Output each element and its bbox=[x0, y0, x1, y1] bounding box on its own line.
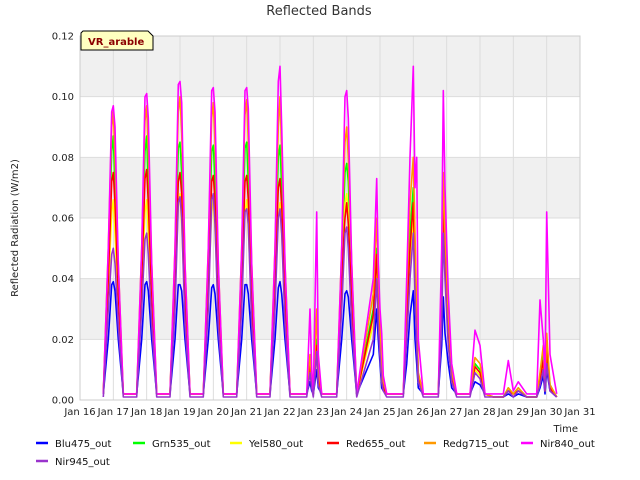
x-tick-label: Jan 17 bbox=[97, 407, 129, 418]
y-tick-label: 0.10 bbox=[52, 92, 74, 103]
x-tick-label: Jan 20 bbox=[197, 407, 229, 418]
legend-item: Grn535_out bbox=[133, 439, 211, 450]
badge-label: VR_arable bbox=[88, 37, 144, 48]
y-tick-label: 0.02 bbox=[52, 335, 74, 346]
plot-band bbox=[80, 278, 580, 340]
x-tick-label: Jan 16 bbox=[63, 407, 95, 418]
x-tick-label: Jan 22 bbox=[263, 407, 295, 418]
legend-label: Blu475_out bbox=[55, 439, 112, 450]
legend-label: Yel580_out bbox=[248, 439, 303, 450]
badge: VR_arable bbox=[80, 30, 154, 51]
x-tick-label: Jan 18 bbox=[130, 407, 162, 418]
y-tick-label: 0.08 bbox=[52, 153, 74, 164]
y-axis-label: Reflected Radiation (W/m2) bbox=[10, 159, 21, 297]
x-tick-label: Jan 19 bbox=[163, 407, 195, 418]
series-lines bbox=[102, 65, 558, 398]
x-tick-label: Jan 27 bbox=[430, 407, 462, 418]
legend-item: Nir945_out bbox=[36, 457, 110, 468]
chart-title: Reflected Bands bbox=[266, 4, 372, 19]
plot-band bbox=[80, 36, 580, 97]
x-tick-label: Jan 23 bbox=[297, 407, 329, 418]
x-tick-label: Jan 21 bbox=[230, 407, 262, 418]
x-tick-label: Jan 24 bbox=[330, 407, 362, 418]
y-tick-label: 0.12 bbox=[52, 32, 74, 43]
x-tick-label: Jan 26 bbox=[397, 407, 429, 418]
legend-label: Nir945_out bbox=[55, 457, 110, 468]
legend-item: Blu475_out bbox=[36, 439, 112, 450]
x-tick-label: Jan 30 bbox=[530, 407, 562, 418]
plot-border bbox=[79, 35, 581, 401]
series-line-nir945-out bbox=[102, 192, 558, 398]
legend-label: Grn535_out bbox=[152, 439, 211, 450]
legend-label: Nir840_out bbox=[540, 439, 595, 450]
y-tick-label: 0.06 bbox=[52, 214, 74, 225]
x-tick-label: Jan 25 bbox=[363, 407, 395, 418]
plot-band bbox=[80, 157, 580, 218]
legend-item: Nir840_out bbox=[521, 439, 595, 450]
plot-frame bbox=[79, 35, 581, 401]
legend-item: Redg715_out bbox=[424, 439, 509, 450]
legend-item: Yel580_out bbox=[230, 439, 303, 450]
x-axis-label: Time bbox=[553, 424, 578, 435]
legend-label: Redg715_out bbox=[443, 439, 509, 450]
legend-item: Red655_out bbox=[327, 439, 406, 450]
x-axis: Jan 16 Jan 17 Jan 18 Jan 19 Jan 20 Jan 21 Jan … bbox=[63, 407, 595, 418]
legend-label: Red655_out bbox=[346, 439, 406, 450]
y-tick-label: 0.00 bbox=[52, 396, 74, 407]
legend: Blu475_out Grn535_out Yel580_out Red655_out… bbox=[36, 439, 595, 468]
y-axis: 0.00 0.02 0.04 0.06 0.08 0.10 0.12 bbox=[52, 32, 74, 407]
x-tick-label: Jan 31 bbox=[563, 407, 595, 418]
x-tick-label: Jan 29 bbox=[497, 407, 529, 418]
y-tick-label: 0.04 bbox=[52, 274, 74, 285]
x-tick-label: Jan 28 bbox=[463, 407, 495, 418]
badge-box bbox=[80, 30, 154, 51]
